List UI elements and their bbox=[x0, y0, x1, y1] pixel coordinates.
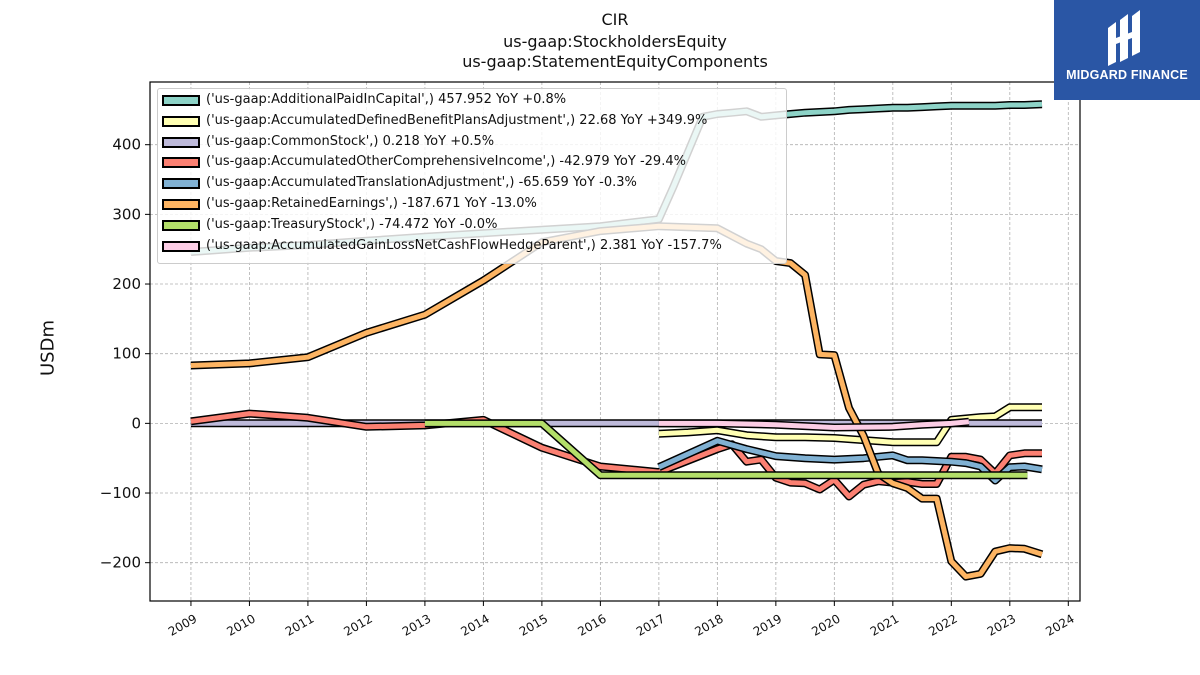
series-line-2 bbox=[658, 403, 1042, 447]
legend-swatch bbox=[162, 95, 200, 106]
x-tick-label: 2023 bbox=[985, 611, 1018, 638]
legend-swatch bbox=[162, 240, 200, 252]
legend-swatch bbox=[162, 136, 200, 148]
x-tick-label: 2013 bbox=[400, 611, 433, 638]
y-tick-label: 0 bbox=[131, 414, 141, 432]
series-line-8 bbox=[658, 417, 970, 432]
series-stroke bbox=[658, 419, 970, 430]
series-stroke bbox=[424, 420, 1028, 478]
x-tick-label: 2014 bbox=[458, 611, 491, 638]
legend-swatch bbox=[162, 115, 200, 127]
legend-swatch bbox=[162, 178, 200, 190]
legend-label: ('us-gaap:TreasuryStock',) -74.472 YoY -… bbox=[206, 216, 498, 232]
chart-title-line1: CIR bbox=[601, 10, 629, 29]
y-tick-label: 400 bbox=[112, 136, 141, 154]
legend-label: ('us-gaap:AccumulatedDefinedBenefitPlans… bbox=[206, 112, 708, 128]
x-tick-label: 2018 bbox=[692, 611, 725, 638]
legend-label: ('us-gaap:AccumulatedGainLossNetCashFlow… bbox=[206, 237, 722, 253]
legend-label: ('us-gaap:CommonStock',) 0.218 YoY +0.5% bbox=[206, 133, 495, 149]
y-tick-label: 300 bbox=[112, 205, 141, 223]
legend-label: ('us-gaap:AdditionalPaidInCapital',) 457… bbox=[206, 92, 567, 107]
x-tick-label: 2010 bbox=[224, 611, 257, 638]
x-tick-label: 2019 bbox=[751, 611, 784, 638]
series-stroke bbox=[190, 223, 1043, 580]
y-tick-label: 100 bbox=[112, 345, 141, 363]
x-tick-label: 2015 bbox=[517, 611, 550, 638]
series-stroke bbox=[658, 404, 1042, 445]
legend-swatch bbox=[162, 199, 200, 210]
y-tick-label: 200 bbox=[112, 275, 141, 293]
brand-name: MIDGARD FINANCE bbox=[1066, 68, 1188, 82]
legend: ('us-gaap:AdditionalPaidInCapital',) 457… bbox=[157, 88, 787, 264]
x-tick-label: 2022 bbox=[926, 611, 959, 638]
legend-label: ('us-gaap:RetainedEarnings',) -187.671 Y… bbox=[206, 196, 537, 211]
series-line-7 bbox=[424, 419, 1028, 480]
x-tick-label: 2009 bbox=[166, 611, 199, 638]
x-tick-label: 2011 bbox=[283, 611, 316, 638]
series-line-6 bbox=[190, 222, 1044, 581]
series-lines bbox=[190, 100, 1044, 581]
y-tick-label: −200 bbox=[100, 554, 141, 572]
legend-label: ('us-gaap:AccumulatedTranslationAdjustme… bbox=[206, 175, 637, 191]
legend-swatch bbox=[162, 157, 200, 169]
legend-swatch bbox=[162, 219, 200, 231]
chart-title-line3: us-gaap:StatementEquityComponents bbox=[462, 52, 768, 71]
series-outline bbox=[190, 222, 1044, 581]
x-tick-label: 2017 bbox=[634, 611, 667, 638]
x-tick-label: 2012 bbox=[341, 611, 374, 638]
legend-label: ('us-gaap:AccumulatedOtherComprehensiveI… bbox=[206, 154, 686, 170]
x-tick-label: 2020 bbox=[809, 611, 842, 638]
x-tick-label: 2024 bbox=[1043, 611, 1076, 638]
x-tick-label: 2021 bbox=[868, 611, 901, 638]
y-axis-label: USDm bbox=[37, 320, 59, 376]
y-tick-label: −100 bbox=[100, 484, 141, 502]
axes-frame bbox=[149, 81, 1081, 602]
brand-mark-icon bbox=[1108, 10, 1140, 66]
brand-logo: MIDGARD FINANCE bbox=[1054, 0, 1200, 100]
chart-title-line2: us-gaap:StockholdersEquity bbox=[503, 32, 727, 51]
x-tick-label: 2016 bbox=[575, 611, 608, 638]
